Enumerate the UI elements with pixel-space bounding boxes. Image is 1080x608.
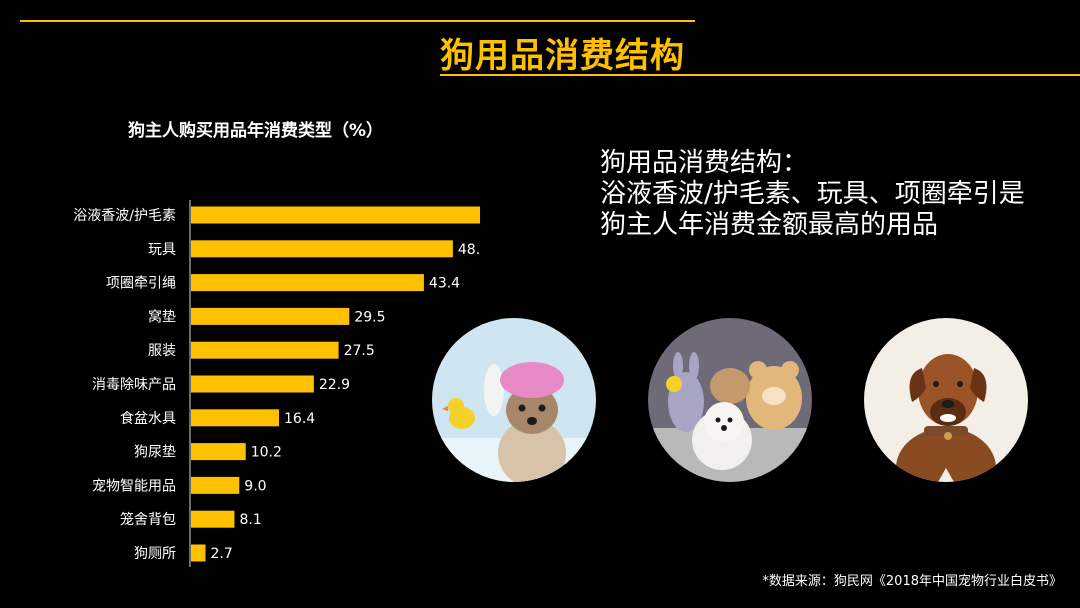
summary-line-2: 浴液香波/护毛素、玩具、项圈牵引是 [600,179,1025,209]
dog-bath-photo-icon [432,318,596,482]
dog-portrait-photo-icon [864,318,1028,482]
category-label: 消毒除味产品 [92,377,176,393]
value-label: 43.4 [429,276,460,292]
category-label: 宠物智能用品 [92,478,176,494]
bar [191,240,453,258]
bar [191,274,424,292]
category-label: 浴液香波/护毛素 [73,208,176,224]
top-divider [20,20,695,22]
category-label: 项圈牵引绳 [106,276,176,292]
category-label: 窝垫 [148,308,176,325]
summary-line-3: 狗主人年消费金额最高的用品 [600,210,939,240]
dog-with-toys-photo-icon [648,318,812,482]
data-source-note: *数据来源：狗民网《2018年中国宠物行业白皮书》 [762,574,1062,589]
bar-chart: 浴液香波/护毛素55.8玩具48.8项圈牵引绳43.4窝垫29.5服装27.5消… [73,200,480,567]
value-label: 27.5 [344,343,375,359]
value-label: 22.9 [319,377,350,393]
bar [191,544,206,562]
category-label: 狗尿垫 [134,445,176,461]
value-label: 48.8 [458,242,480,258]
category-label: 玩具 [148,242,176,258]
category-label: 笼舍背包 [120,511,176,528]
title-underline [440,74,1080,76]
value-label: 10.2 [251,445,282,461]
value-label: 29.5 [354,309,385,325]
bar [191,510,235,528]
bar [191,341,339,359]
category-label: 狗厕所 [134,546,176,562]
bar [191,307,350,325]
bar [191,443,246,461]
value-label: 9.0 [244,478,266,494]
bar [191,375,314,393]
value-label: 16.4 [284,411,315,427]
bar [191,409,280,427]
bar [191,206,480,224]
bar [191,476,240,494]
chart-title: 狗主人购买用品年消费类型（%） [128,121,384,141]
category-label: 食盆水具 [120,410,176,427]
summary-line-1: 狗用品消费结构： [600,148,809,178]
category-label: 服装 [148,343,176,359]
value-label: 8.1 [239,512,261,528]
value-label: 2.7 [210,546,232,562]
summary-text: 狗用品消费结构： 浴液香波/护毛素、玩具、项圈牵引是 狗主人年消费金额最高的用品 [600,148,1070,241]
page-title: 狗用品消费结构 [440,36,685,76]
